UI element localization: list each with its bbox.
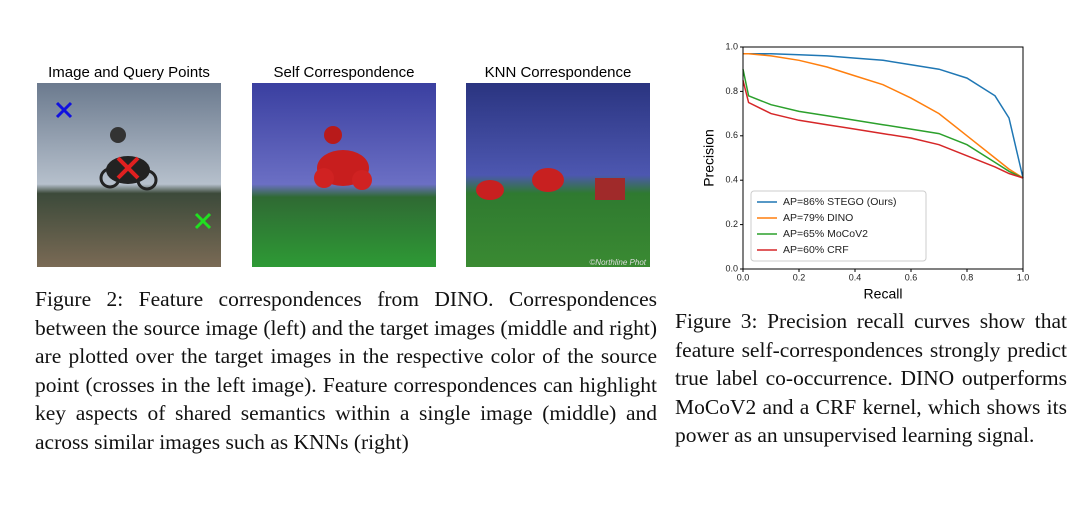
caption: Figure 2: Feature correspondences from D… — [35, 287, 657, 454]
panel-title: Image and Query Points — [48, 64, 210, 81]
caption: Figure 3: Precision recall curves show t… — [675, 309, 1067, 448]
legend-box — [750, 190, 927, 262]
watermark: ©Northline Phot — [589, 258, 646, 267]
y-tick-label: 0.0 — [725, 263, 738, 273]
legend-label: AP=65% MoCoV2 — [783, 228, 868, 240]
y-tick-label: 0.8 — [725, 86, 738, 96]
y-tick-label: 0.4 — [725, 175, 738, 185]
y-axis-label: Precision — [701, 129, 717, 187]
panel-title: KNN Correspondence — [485, 64, 632, 81]
knn-image: ©Northline Phot — [466, 83, 650, 267]
x-tick-label: 0.6 — [905, 272, 918, 282]
y-tick-label: 0.2 — [725, 219, 738, 229]
chart: 0.0 0.2 0.4 0.6 0.8 1.0 0.0 0.2 0.4 0.6 0.8 1.0 Reca… — [701, 41, 1030, 300]
x-tick-label: 0.8 — [961, 272, 974, 282]
curve — [742, 80, 1024, 179]
x-tick-label: 0.0 — [737, 272, 750, 282]
legend-label: AP=79% DINO — [783, 212, 853, 224]
legend-label: AP=86% STEGO (Ours) — [783, 196, 897, 208]
x-tick-label: 0.4 — [849, 272, 862, 282]
x-tick-label: 1.0 — [1017, 272, 1030, 282]
curve — [743, 52, 1024, 179]
figures: Image and Query Points Self Corresponden… — [37, 41, 1030, 300]
y-tick-label: 1.0 — [725, 41, 738, 51]
self-correspondence-image — [252, 83, 436, 267]
plot-frame — [742, 46, 1024, 270]
source-image — [37, 83, 221, 267]
y-tick-label: 0.6 — [725, 130, 738, 140]
x-tick-label: 0.2 — [793, 272, 806, 282]
curve — [743, 52, 1024, 179]
panel-title: Self Correspondence — [274, 64, 415, 81]
legend-label: AP=60% CRF — [783, 244, 849, 256]
curve — [742, 69, 1024, 179]
x-axis-label: Recall — [864, 286, 903, 300]
